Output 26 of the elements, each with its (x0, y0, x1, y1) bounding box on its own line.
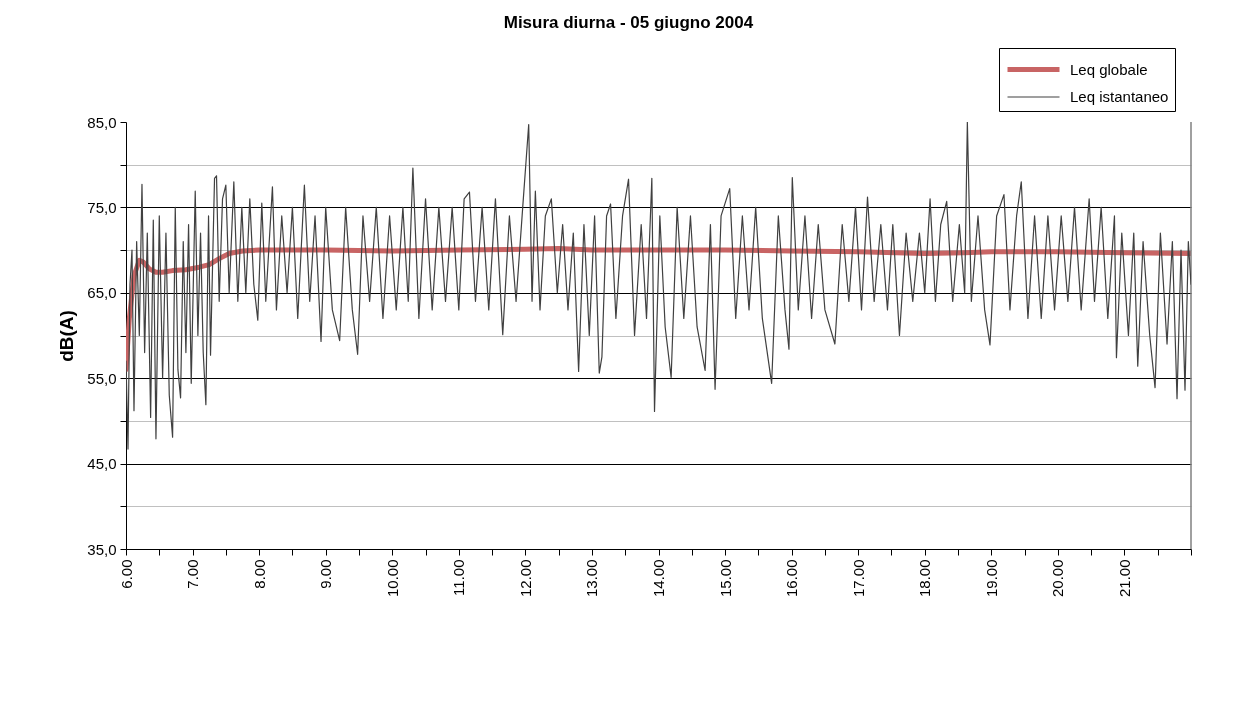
y-tick-label: 55,0 (87, 369, 117, 387)
x-tick-label: 16.00 (783, 559, 801, 598)
x-tick-label: 8.00 (250, 559, 268, 589)
x-tick-label: 17.00 (849, 559, 867, 598)
x-tick-label: 9.00 (317, 559, 335, 589)
x-tick-label: 11.00 (450, 559, 468, 596)
y-tick-label: 65,0 (87, 284, 117, 302)
x-tick-label: 7.00 (184, 559, 202, 589)
y-tick-label: 85,0 (87, 113, 117, 131)
y-tick-label: 45,0 (87, 455, 117, 473)
x-tick-label: 19.00 (982, 559, 1000, 598)
y-tick-label: 75,0 (87, 198, 117, 216)
y-tick-label: 35,0 (87, 540, 117, 558)
x-tick-label: 15.00 (716, 559, 734, 598)
x-tick-label: 18.00 (916, 559, 934, 598)
x-tick-label: 20.00 (1049, 559, 1067, 598)
x-tick-label: 10.00 (383, 559, 401, 598)
legend-label: Leq globale (1070, 60, 1148, 78)
x-tick-label: 13.00 (583, 559, 601, 598)
x-tick-label: 6.00 (117, 559, 135, 589)
x-tick-label: 21.00 (1115, 559, 1133, 598)
x-tick-label: 12.00 (516, 559, 534, 598)
x-tick-label: 14.00 (650, 559, 667, 598)
chart-title: Misura diurna - 05 giugno 2004 (503, 12, 754, 32)
y-axis-title: dB(A) (56, 310, 78, 362)
legend-label: Leq istantaneo (1070, 88, 1169, 105)
